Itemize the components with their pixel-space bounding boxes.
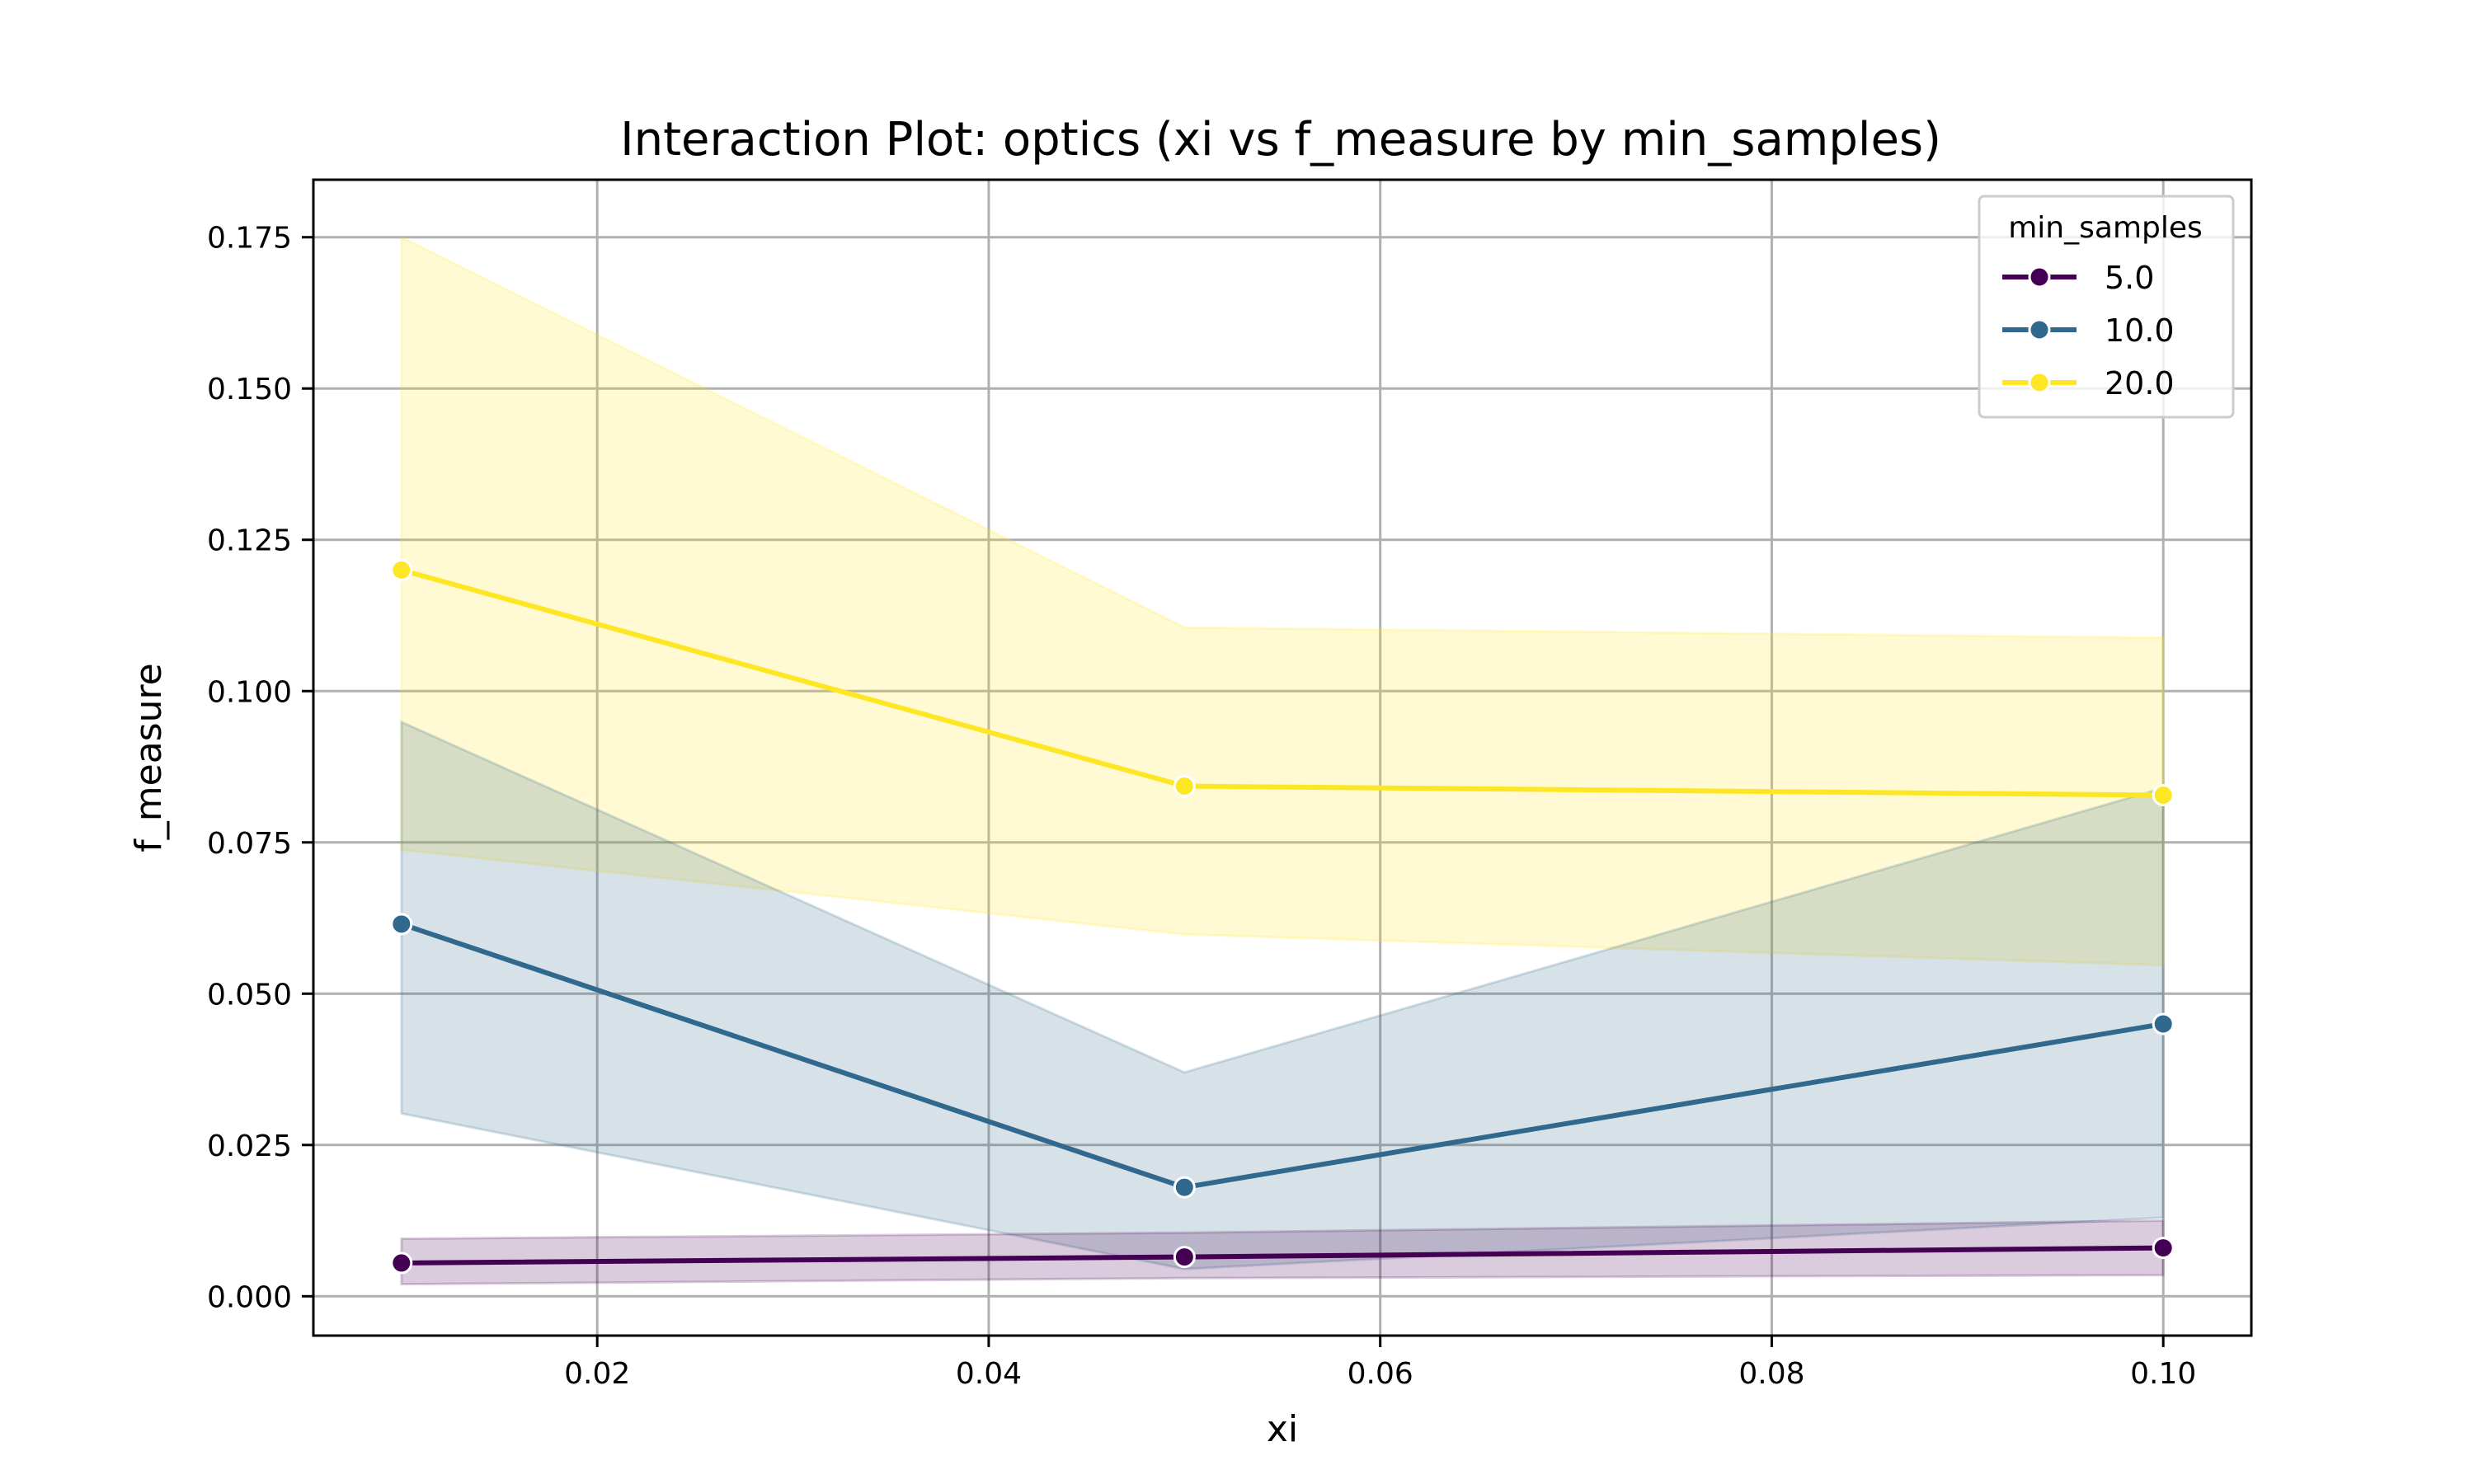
data-point-5.0 — [2152, 1237, 2175, 1260]
confidence-band-20.0 — [400, 235, 2165, 967]
y-tick-label: 0.150 — [207, 373, 292, 406]
x-tick-label: 0.06 — [1348, 1357, 1413, 1391]
x-tick-label: 0.08 — [1738, 1357, 1804, 1391]
data-point-20.0 — [2152, 784, 2175, 807]
y-axis-label: f_measure — [128, 663, 170, 852]
data-point-5.0 — [390, 1252, 413, 1275]
legend-box — [1978, 195, 2235, 419]
legend-title: min_samples — [2008, 211, 2203, 245]
legend: min_samples 5.0 10.0 20.0 — [1978, 195, 2235, 419]
axes: 0.02 0.04 0.06 0.08 0.10 0.000 0.025 0.050 0.075… — [207, 222, 2196, 1391]
data-point-10.0 — [390, 913, 413, 936]
x-tick-label: 0.10 — [2130, 1357, 2196, 1391]
y-tick-label: 0.100 — [207, 675, 292, 709]
data-point-20.0 — [1173, 774, 1196, 797]
data-point-10.0 — [2152, 1012, 2175, 1036]
y-tick-label: 0.000 — [207, 1280, 292, 1314]
chart-title: Interaction Plot: optics (xi vs f_measur… — [620, 113, 1941, 167]
legend-label: 10.0 — [2105, 312, 2175, 349]
x-tick-label: 0.04 — [956, 1357, 1022, 1391]
data-point-5.0 — [1173, 1246, 1196, 1269]
legend-swatch-marker — [2028, 265, 2051, 289]
legend-label: 5.0 — [2105, 260, 2154, 296]
plot-frame — [312, 178, 2253, 1337]
legend-swatch-marker — [2028, 318, 2051, 341]
series-points — [390, 558, 2175, 1275]
y-tick-label: 0.125 — [207, 524, 292, 558]
confidence-band-10.0 — [400, 720, 2165, 1270]
confidence-band-5.0 — [400, 1219, 2165, 1286]
legend-swatch-marker — [2028, 371, 2051, 394]
grid — [313, 180, 2251, 1336]
y-tick-label: 0.075 — [207, 827, 292, 861]
x-axis-label: xi — [1267, 1408, 1298, 1450]
legend-label: 20.0 — [2105, 365, 2175, 402]
x-tick-label: 0.02 — [564, 1357, 630, 1391]
y-tick-label: 0.175 — [207, 222, 292, 256]
y-tick-label: 0.050 — [207, 978, 292, 1012]
legend-entries: 5.0 10.0 20.0 — [2002, 260, 2175, 402]
confidence-bands — [400, 235, 2165, 1286]
data-point-20.0 — [390, 558, 413, 581]
y-tick-label: 0.025 — [207, 1129, 292, 1163]
data-point-10.0 — [1173, 1176, 1196, 1199]
